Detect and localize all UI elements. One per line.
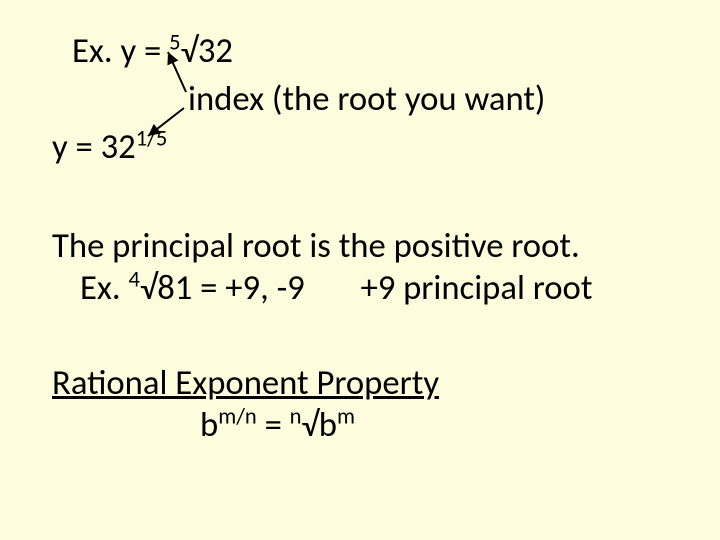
l7-b: = (257, 404, 290, 446)
l5-sup: 4 (129, 266, 140, 293)
slide: Ex. y = 5√32 index (the root you want) y… (0, 0, 720, 540)
arrow-down-icon (140, 104, 190, 144)
line-4: The principal root is the positive root. (52, 225, 580, 267)
l7-sup3: m (337, 403, 355, 430)
l1-text-a: Ex. y = (72, 30, 169, 72)
arrow-up-icon (160, 48, 200, 98)
l4-text: The principal root is the positive root. (52, 225, 580, 267)
line-1: Ex. y = 5√32 (72, 30, 233, 72)
l5-text-c: +9 principal root (360, 267, 592, 309)
line-6: Rational Exponent Property (52, 362, 439, 404)
l7-c: √b (302, 404, 337, 446)
l7-sup2: n (290, 403, 302, 430)
line-2: index (the root you want) (188, 78, 545, 120)
l7-a: b (200, 404, 218, 446)
l2-text: index (the root you want) (188, 78, 545, 120)
line-5: Ex. 4√81 = +9, -9 +9 principal root (80, 267, 592, 309)
l7-sup1: m/n (218, 403, 257, 430)
line-7: bm/n = n√bm (200, 404, 355, 446)
l5-text-b: √81 = +9, -9 (140, 267, 305, 309)
l3-text-a: y = 32 (52, 126, 136, 168)
l6-text: Rational Exponent Property (52, 362, 439, 404)
l5-text-a: Ex. (80, 267, 129, 309)
